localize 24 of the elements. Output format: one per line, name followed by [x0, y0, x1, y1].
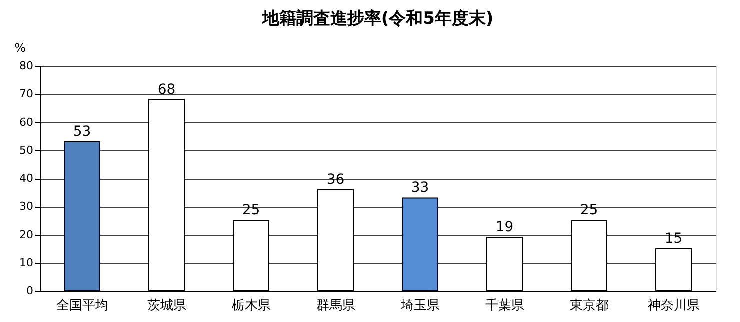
y-tick-label: 60 — [20, 116, 34, 129]
y-tick-label: 10 — [20, 256, 34, 270]
y-tick-label: 70 — [20, 88, 34, 101]
y-tick-label: 80 — [20, 60, 34, 72]
data-label: 68 — [158, 82, 176, 98]
x-tick-label: 全国平均 — [56, 298, 108, 314]
data-label: 19 — [496, 220, 514, 236]
x-tick-label: 栃木県 — [232, 298, 271, 314]
y-tick-label: 0 — [26, 284, 34, 298]
data-label: 53 — [73, 124, 92, 140]
data-label: 33 — [411, 180, 430, 196]
y-tick-label: 50 — [20, 144, 34, 157]
x-tick-label: 東京都 — [570, 298, 609, 314]
x-tick-label: 神奈川県 — [648, 298, 700, 314]
chart-title: 地籍調査進捗率(令和5年度末) — [261, 9, 494, 29]
x-tick-label: 茨城県 — [147, 298, 186, 314]
y-axis-title: % — [14, 41, 26, 55]
y-tick-label: 20 — [20, 228, 34, 242]
y-tick-label: 40 — [20, 172, 34, 185]
data-label: 15 — [664, 230, 683, 247]
y-tick-label: 30 — [20, 200, 34, 214]
x-tick-label: 埼玉県 — [400, 298, 440, 314]
x-tick-label: 千葉県 — [485, 298, 524, 314]
x-tick-label: 群馬県 — [316, 298, 356, 314]
